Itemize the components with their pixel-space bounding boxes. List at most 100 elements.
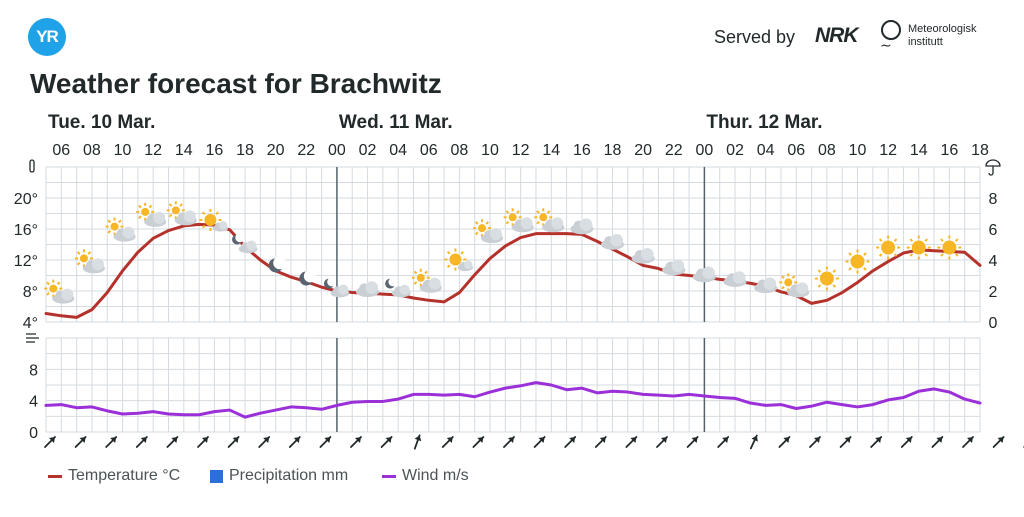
- x-tick-label: 12: [144, 142, 162, 159]
- sun-ray: [505, 210, 510, 214]
- wind-direction-arrow: [380, 436, 393, 448]
- nrk-logo[interactable]: NRK: [815, 24, 858, 47]
- wind-line: [44, 381, 982, 419]
- met-name-line2: institutt: [908, 36, 943, 48]
- temperature-tick-label: 4°: [23, 315, 38, 332]
- wind-direction-arrow: [227, 436, 240, 448]
- sun-disc: [49, 284, 58, 293]
- sun-ray: [909, 238, 914, 242]
- arrow-head: [324, 437, 331, 443]
- wind-direction-arrow: [870, 436, 883, 448]
- cloudy-icon: [631, 247, 655, 264]
- precipitation-tick-label: 2: [989, 284, 998, 301]
- partly-cloudy-day-icon: [166, 201, 197, 226]
- partly-cloudy-day-icon: [503, 208, 534, 233]
- sun-disc: [508, 213, 517, 222]
- arrow-head: [936, 437, 943, 443]
- sun-ray: [909, 253, 914, 257]
- sun-disc: [850, 254, 865, 269]
- legend-precipitation-label: Precipitation mm: [229, 467, 349, 484]
- sun-ray: [446, 251, 451, 255]
- sun-ray: [955, 253, 959, 257]
- x-tick-label: 16: [940, 142, 958, 159]
- sun-ray: [848, 252, 852, 256]
- cloud-part: [246, 240, 257, 251]
- cloudy-icon: [754, 277, 778, 294]
- wind-direction-arrow: [809, 436, 821, 448]
- wind-direction-arrow: [472, 436, 485, 448]
- sun-ray: [107, 219, 112, 224]
- sun-ray: [832, 284, 837, 288]
- sun-ray: [118, 219, 122, 224]
- wind-direction-arrow: [288, 436, 301, 448]
- sun-ray: [46, 281, 50, 286]
- x-tick-label: 06: [787, 142, 805, 159]
- arrow-head: [661, 437, 667, 443]
- wind-direction-arrow: [749, 434, 758, 450]
- arrow-head: [171, 437, 178, 443]
- yr-logo[interactable]: YR: [28, 18, 66, 56]
- sun-ray: [179, 203, 183, 207]
- sun-ray: [893, 253, 898, 257]
- sun-ray: [791, 275, 796, 279]
- legend-temperature-swatch: [48, 474, 62, 478]
- cloud-part: [399, 284, 410, 295]
- thermometer-icon: [29, 159, 35, 173]
- precipitation-tick-label: 6: [989, 222, 998, 239]
- wind-direction-arrow: [503, 436, 515, 448]
- sun-ray: [148, 204, 153, 209]
- wind-direction-arrow: [931, 436, 944, 448]
- arrow-head: [446, 437, 453, 443]
- x-tick-label: 00: [695, 142, 713, 159]
- precipitation-tick-label: 4: [989, 253, 998, 270]
- cloudy-icon: [570, 218, 594, 235]
- sun-ray: [940, 238, 944, 242]
- sun-ray: [924, 253, 928, 257]
- x-tick-label: 04: [389, 142, 407, 159]
- sun-disc: [539, 213, 548, 222]
- day-label: Wed. 11 Mar.: [339, 112, 453, 133]
- sun-disc: [478, 224, 487, 233]
- partly-cloudy-night-icon: [232, 233, 258, 254]
- cloud-part: [671, 259, 685, 273]
- sun-ray: [536, 210, 540, 214]
- wind-direction-arrow: [350, 436, 362, 448]
- sun-disc: [171, 206, 180, 215]
- sun-ray: [215, 211, 219, 216]
- temperature-line: [44, 222, 982, 319]
- met-logo-text[interactable]: Meteorologisk institutt: [908, 23, 976, 49]
- arrow-head: [599, 437, 606, 443]
- sun-disc: [110, 222, 119, 231]
- x-tick-label: 16: [206, 142, 224, 159]
- cloud-part: [219, 221, 228, 230]
- cloudy-icon: [662, 259, 686, 276]
- wind-direction-arrow: [44, 436, 56, 448]
- x-tick-label: 20: [634, 142, 652, 159]
- moon-cut: [303, 269, 317, 283]
- x-tick-label: 06: [420, 142, 438, 159]
- arrow-head: [263, 437, 270, 443]
- clear-day-icon: [876, 235, 901, 260]
- wind-tick-label: 4: [29, 394, 38, 411]
- wind-direction-arrow: [166, 436, 179, 448]
- sun-ray: [138, 204, 142, 209]
- moon-cut: [388, 277, 398, 287]
- arrow-head: [691, 437, 698, 443]
- cloud-part: [610, 234, 624, 247]
- sun-ray: [413, 281, 418, 285]
- sun-ray: [56, 281, 61, 286]
- x-tick-label: 10: [481, 142, 499, 159]
- legend-wind-label: Wind m/s: [402, 467, 469, 484]
- sun-ray: [955, 238, 959, 242]
- fair-day-icon: [199, 208, 229, 232]
- wind-icon: [26, 333, 39, 343]
- sun-disc: [911, 240, 926, 255]
- sun-disc: [784, 278, 793, 287]
- partly-cloudy-day-icon: [44, 279, 75, 304]
- wind-direction-arrow: [197, 436, 209, 448]
- x-tick-label: 10: [114, 142, 132, 159]
- x-tick-label: 06: [52, 142, 70, 159]
- cloud-part: [579, 218, 593, 232]
- sun-ray: [878, 238, 883, 242]
